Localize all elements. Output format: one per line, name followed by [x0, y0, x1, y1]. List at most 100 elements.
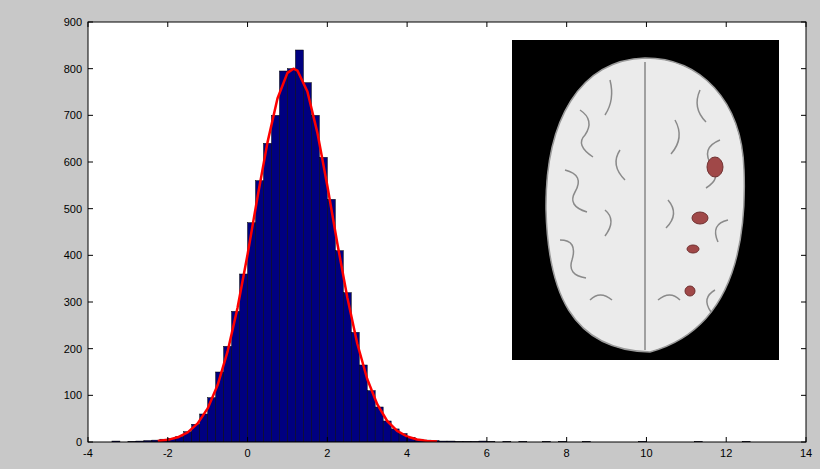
x-tick: [327, 437, 328, 442]
y-tick-right: [801, 208, 806, 209]
y-tick-label: 200: [64, 343, 82, 355]
brain: [546, 58, 744, 352]
y-tick: [88, 442, 93, 443]
fit-curve: [158, 69, 437, 442]
sulcus: [666, 200, 674, 228]
x-tick-top: [646, 22, 647, 27]
x-tick-label: 14: [800, 447, 812, 459]
plot-area: [88, 22, 806, 442]
histogram-bar: [335, 251, 343, 442]
sulcus: [565, 170, 587, 212]
figure: -4 -2 0 2 4 6 8 10 12 14 0 100 200 300 400 500 600 700 800…: [0, 0, 820, 469]
inset-background: [512, 40, 779, 360]
sulcus: [716, 220, 728, 242]
y-tick: [88, 68, 93, 69]
x-tick-label: 2: [324, 447, 330, 459]
sulcus: [707, 290, 715, 312]
x-tick-label: -4: [83, 447, 93, 459]
histogram-bar: [256, 181, 264, 442]
sulcus: [605, 210, 611, 236]
y-tick-label: 600: [64, 156, 82, 168]
x-tick: [566, 437, 567, 442]
y-tick: [88, 22, 93, 23]
x-tick: [167, 437, 168, 442]
x-tick-label: -2: [163, 447, 173, 459]
brain-inset: [512, 40, 779, 360]
background: [0, 0, 820, 469]
marks: [112, 50, 750, 442]
x-tick-top: [486, 22, 487, 27]
y-tick: [88, 395, 93, 396]
histogram-bar: [295, 50, 303, 442]
y-tick-right: [801, 442, 806, 443]
histogram-bar: [303, 83, 311, 442]
x-tick-top: [566, 22, 567, 27]
y-tick: [88, 208, 93, 209]
activation-blob: [692, 212, 708, 224]
x-tick: [806, 437, 807, 442]
axes-frame: [88, 22, 806, 442]
x-tick-label: 4: [404, 447, 410, 459]
histogram-bar: [264, 143, 272, 442]
y-tick-label: 700: [64, 109, 82, 121]
sulcus: [658, 295, 680, 300]
x-tick: [486, 437, 487, 442]
x-tick-top: [327, 22, 328, 27]
x-tick-label: 0: [244, 447, 250, 459]
y-tick-label: 300: [64, 296, 82, 308]
y-tick-label: 800: [64, 63, 82, 75]
y-tick-right: [801, 255, 806, 256]
x-tick-top: [726, 22, 727, 27]
activation-blob: [707, 157, 723, 177]
histogram-bar: [240, 274, 248, 442]
x-tick: [726, 437, 727, 442]
y-tick-right: [801, 68, 806, 69]
y-tick-right: [801, 395, 806, 396]
y-tick-label: 500: [64, 203, 82, 215]
x-tick-top: [167, 22, 168, 27]
x-tick-top: [88, 22, 89, 27]
x-tick-label: 12: [720, 447, 732, 459]
y-tick-label: 400: [64, 249, 82, 261]
x-tick: [247, 437, 248, 442]
y-tick-label: 100: [64, 389, 82, 401]
activation-blob: [685, 286, 695, 296]
x-tick-top: [806, 22, 807, 27]
y-tick: [88, 255, 93, 256]
y-tick-right: [801, 302, 806, 303]
y-tick: [88, 348, 93, 349]
x-tick-top: [247, 22, 248, 27]
x-tick-label: 6: [484, 447, 490, 459]
histogram-bar: [279, 71, 287, 442]
x-tick-top: [407, 22, 408, 27]
sulcus: [560, 240, 586, 278]
y-tick-label: 900: [64, 16, 82, 28]
x-tick: [88, 437, 89, 442]
y-tick-right: [801, 115, 806, 116]
sulcus: [616, 150, 625, 180]
sulcus: [580, 110, 593, 157]
midline: [644, 62, 646, 350]
histogram-bar: [271, 115, 279, 442]
y-tick-right: [801, 348, 806, 349]
y-tick-right: [801, 162, 806, 163]
histogram-bar: [311, 115, 319, 442]
y-tick: [88, 162, 93, 163]
x-tick-label: 8: [564, 447, 570, 459]
histogram-bar: [248, 223, 256, 442]
histogram-bar: [319, 157, 327, 442]
x-tick: [646, 437, 647, 442]
sulcus: [697, 90, 706, 122]
x-tick: [407, 437, 408, 442]
y-tick: [88, 115, 93, 116]
sulcus: [605, 80, 612, 115]
histogram-bar: [287, 69, 295, 442]
y-tick-label: 0: [76, 436, 82, 448]
y-tick-right: [801, 22, 806, 23]
histogram-bar: [327, 199, 335, 442]
y-tick: [88, 302, 93, 303]
sulcus: [590, 295, 612, 300]
activation-blob: [687, 245, 699, 253]
sulcus: [671, 120, 679, 154]
x-tick-label: 10: [640, 447, 652, 459]
